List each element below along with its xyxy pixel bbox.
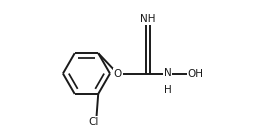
- Text: N: N: [164, 68, 172, 78]
- Text: Cl: Cl: [88, 117, 98, 127]
- Text: OH: OH: [188, 69, 204, 79]
- Text: O: O: [114, 69, 122, 79]
- Text: NH: NH: [140, 14, 156, 24]
- Text: H: H: [164, 85, 172, 95]
